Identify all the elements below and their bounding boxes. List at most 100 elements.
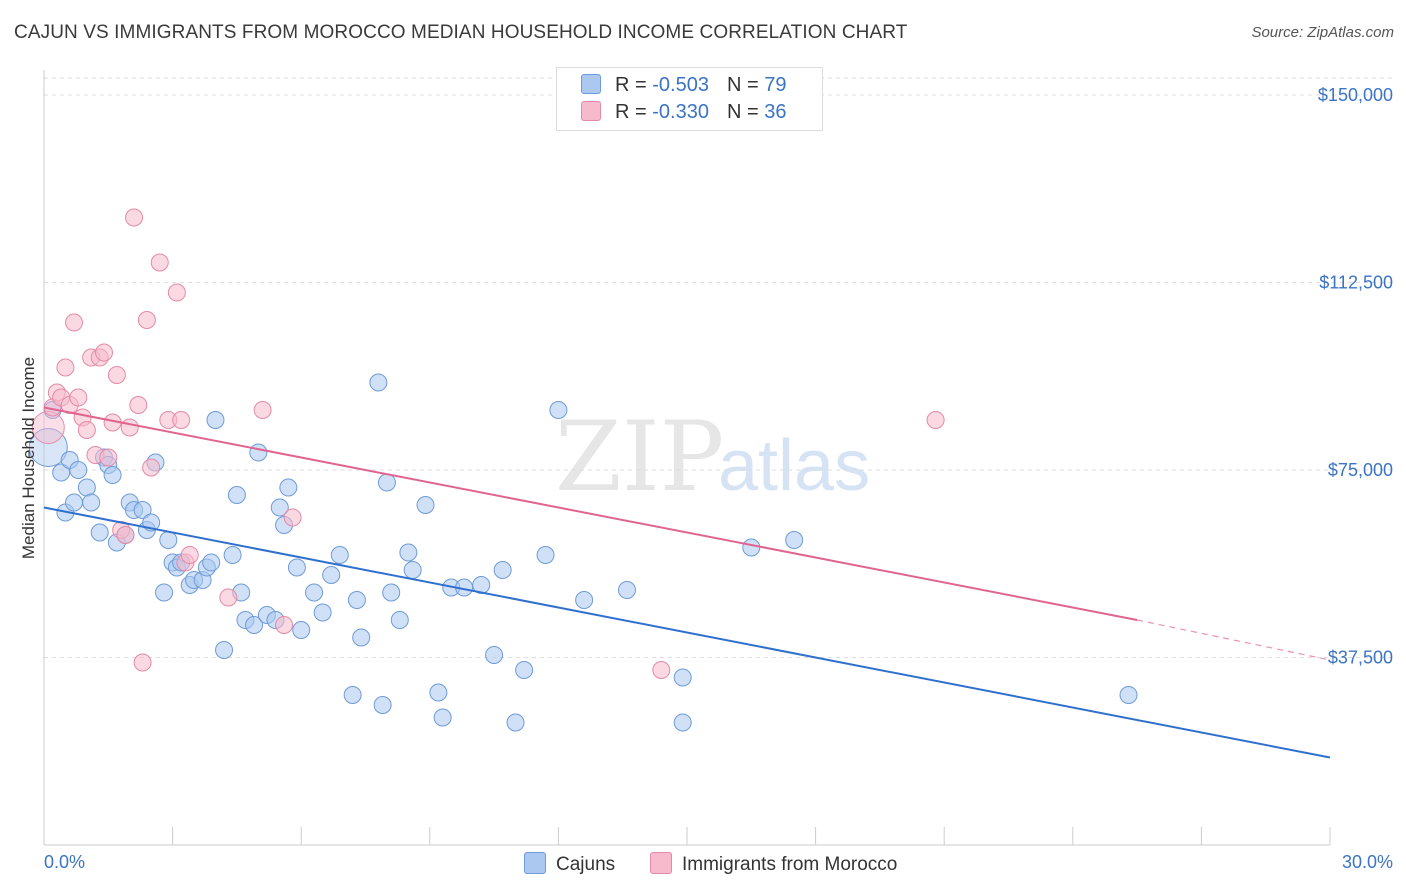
morocco-legend-label: Immigrants from Morocco <box>682 854 898 875</box>
morocco-point <box>99 448 118 467</box>
cajun-point <box>52 463 71 482</box>
correlation-legend: R = -0.503 N = 79 R = -0.330 N = 36 <box>556 67 823 131</box>
morocco-point <box>116 526 135 544</box>
cajun-point <box>493 561 512 579</box>
cajun-point <box>673 713 692 732</box>
axes <box>43 70 1331 846</box>
cajun-point <box>69 461 88 479</box>
watermark-atlas: atlas <box>718 426 870 506</box>
cajun-point <box>82 493 101 512</box>
cajun-point <box>673 668 692 687</box>
morocco-point <box>56 358 75 377</box>
cajun-point <box>575 591 594 609</box>
cajun-point <box>433 708 452 727</box>
cajun-point <box>742 538 761 557</box>
morocco-point <box>652 661 671 679</box>
chart-title: CAJUN VS IMMIGRANTS FROM MOROCCO MEDIAN … <box>14 22 908 43</box>
cajun-point <box>330 546 349 564</box>
y-axis-label: Median Household Income <box>19 357 38 559</box>
legend-n-label: N = <box>726 74 765 96</box>
cajun-point <box>343 686 362 704</box>
cajuns-swatch <box>581 74 601 94</box>
cajun-point <box>223 546 242 564</box>
cajun-point <box>515 661 534 679</box>
morocco-swatch <box>581 101 601 121</box>
legend-r-value: -0.330 <box>652 101 709 123</box>
cajun-point <box>617 581 636 599</box>
morocco-point <box>95 343 114 362</box>
cajun-point <box>1119 686 1138 704</box>
cajun-point <box>785 531 804 549</box>
legend-row-morocco: R = -0.330 N = 36 <box>581 101 786 127</box>
morocco-point <box>129 396 148 414</box>
cajun-point <box>103 466 122 484</box>
morocco-point <box>77 421 96 439</box>
legend-n-value: 79 <box>764 74 787 96</box>
legend-r-value: -0.503 <box>652 74 709 96</box>
morocco-point <box>926 411 945 429</box>
cajun-point <box>347 591 366 609</box>
y-tick-label: $75,000 <box>1328 460 1393 480</box>
axis-labels: $37,500 $75,000 $112,500 $150,000 0.0% 30.0% M… <box>19 85 1393 872</box>
cajun-point <box>90 523 109 542</box>
morocco-point <box>180 546 199 564</box>
morocco-point <box>167 283 186 302</box>
morocco-point <box>275 616 294 634</box>
cajun-point <box>377 473 396 492</box>
morocco-point <box>253 401 272 419</box>
cajun-point <box>373 696 392 714</box>
cajun-point <box>227 486 246 504</box>
cajun-point <box>215 641 234 659</box>
x-tick-label: 30.0% <box>1342 852 1393 872</box>
cajun-point <box>536 546 555 564</box>
morocco-point <box>283 508 302 527</box>
cajun-point <box>65 493 84 512</box>
cajun-point <box>390 611 409 629</box>
cajun-point <box>305 583 324 602</box>
morocco-point <box>125 208 144 227</box>
y-tick-label: $37,500 <box>1328 648 1393 668</box>
cajun-point <box>416 496 435 514</box>
bottom-legend-morocco: Immigrants from Morocco <box>650 852 897 876</box>
cajun-point <box>206 411 225 429</box>
cajun-point <box>155 583 174 602</box>
legend-r-label: R = <box>615 74 653 96</box>
cajun-point <box>133 501 152 519</box>
morocco-point <box>150 253 169 272</box>
cajun-point <box>159 531 178 549</box>
gridlines <box>44 77 1394 658</box>
morocco-point <box>219 588 238 607</box>
cajun-point <box>382 583 401 602</box>
legend-n-label: N = <box>726 101 765 123</box>
legend-r-label: R = <box>615 101 653 123</box>
cajun-point <box>292 621 311 639</box>
cajun-point <box>202 553 221 572</box>
source-credit: Source: ZipAtlas.com <box>1251 24 1394 41</box>
x-tick-label: 0.0% <box>44 852 85 872</box>
cajun-point <box>352 628 371 647</box>
cajun-point <box>399 543 418 562</box>
morocco-point <box>120 418 139 437</box>
trend-lines <box>43 406 1331 759</box>
cajun-point <box>270 498 289 517</box>
cajun-point <box>506 713 525 732</box>
y-tick-label: $112,500 <box>1319 273 1393 293</box>
cajuns-legend-swatch <box>524 852 546 874</box>
morocco-point <box>137 311 156 329</box>
cajun-point <box>279 478 298 497</box>
cajun-point <box>485 646 504 664</box>
morocco-point <box>65 313 84 332</box>
y-tick-label: $150,000 <box>1318 85 1393 105</box>
legend-n-value: 36 <box>764 101 787 123</box>
cajun-trend-line <box>43 506 1331 759</box>
cajun-point <box>287 558 306 577</box>
morocco-point <box>69 388 88 407</box>
cajun-point <box>249 443 268 462</box>
cajun-point <box>77 478 96 497</box>
cajun-point <box>549 401 568 419</box>
morocco-point <box>172 411 191 429</box>
morocco-trend-line <box>43 406 1138 621</box>
cajun-point <box>369 373 388 392</box>
